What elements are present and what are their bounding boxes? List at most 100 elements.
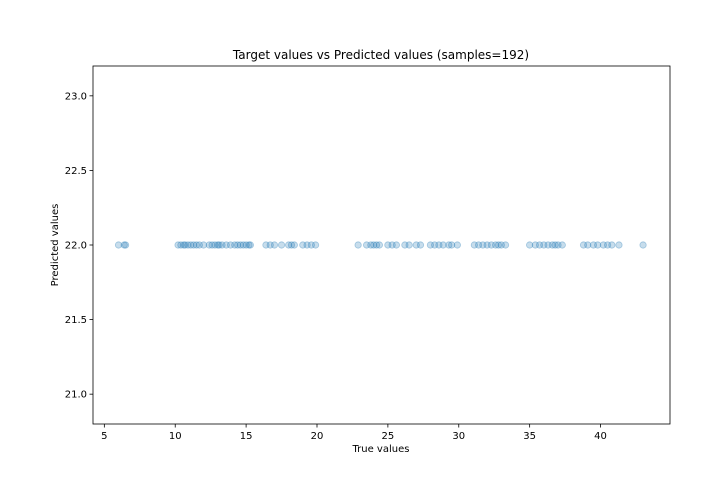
data-point (453, 241, 461, 249)
data-point (192, 241, 201, 249)
data-point (431, 241, 439, 249)
points-layer (114, 241, 647, 249)
plot-frame (92, 65, 671, 425)
data-point (239, 241, 247, 249)
data-point (579, 241, 588, 249)
data-point (122, 241, 130, 249)
x-tick-label: 40 (594, 431, 607, 442)
x-tick-label: 5 (101, 431, 107, 442)
y-tick-label: 22.0 (65, 241, 87, 252)
data-point (540, 241, 548, 249)
data-point (548, 241, 556, 249)
data-point (594, 241, 602, 249)
data-point (190, 241, 198, 249)
data-point (439, 241, 447, 249)
data-point (205, 241, 213, 249)
data-point (211, 241, 219, 249)
x-tick-label: 30 (452, 431, 465, 442)
data-point (599, 241, 607, 249)
data-point (208, 241, 216, 249)
y-axis: 21.0 21.5 22.0 22.5 23.0 (65, 91, 93, 401)
data-point (236, 241, 245, 249)
data-point (184, 241, 192, 249)
data-point (354, 241, 362, 249)
data-point (375, 241, 383, 249)
data-point (199, 241, 208, 249)
data-point (526, 241, 534, 249)
data-point (262, 241, 270, 249)
data-point (287, 241, 296, 249)
data-point (222, 241, 230, 249)
data-point (494, 241, 503, 249)
data-point (448, 241, 456, 249)
data-point (218, 241, 226, 249)
data-point (554, 241, 562, 249)
chart-title: Target values vs Predicted values (sampl… (232, 48, 529, 62)
data-point (245, 241, 253, 249)
data-point (214, 241, 222, 249)
data-point (231, 241, 239, 249)
x-axis: 5 10 15 20 25 30 35 40 (101, 424, 607, 442)
data-point (531, 241, 539, 249)
data-point (266, 241, 274, 249)
data-point (181, 241, 189, 249)
y-tick-label: 23.0 (65, 91, 87, 102)
data-point (372, 241, 381, 249)
x-tick-label: 25 (382, 431, 395, 442)
data-point (487, 241, 495, 249)
data-point (412, 241, 420, 249)
data-point (435, 241, 443, 249)
data-point (307, 241, 315, 249)
data-point (501, 241, 510, 249)
data-point (544, 241, 552, 249)
data-point (384, 241, 392, 249)
y-tick-label: 22.5 (65, 166, 87, 177)
data-point (363, 241, 371, 249)
data-point (114, 241, 123, 249)
data-point (639, 241, 647, 249)
data-point (392, 241, 400, 249)
data-point (299, 241, 307, 249)
x-tick-label: 10 (169, 431, 182, 442)
data-point (475, 241, 483, 249)
data-point (584, 241, 592, 249)
data-point (226, 241, 235, 249)
x-tick-label: 20 (311, 431, 324, 442)
data-point (174, 241, 182, 249)
data-point (479, 241, 487, 249)
data-point (492, 241, 500, 249)
data-point (604, 241, 612, 249)
data-point (270, 241, 279, 249)
x-axis-label: True values (352, 444, 410, 455)
y-axis-label: Predicted values (50, 204, 61, 287)
data-point (246, 241, 254, 249)
data-point (215, 241, 223, 249)
data-point (242, 241, 250, 249)
data-point (120, 241, 128, 249)
data-point (234, 241, 242, 249)
data-point (551, 241, 559, 249)
x-tick-label: 35 (523, 431, 536, 442)
data-point (277, 241, 286, 249)
data-point (303, 241, 311, 249)
data-point (285, 241, 293, 249)
data-point (311, 241, 320, 249)
data-point (177, 241, 185, 249)
data-point (497, 241, 505, 249)
data-point (388, 241, 396, 249)
data-point (405, 241, 413, 249)
data-point (370, 241, 378, 249)
data-point (290, 241, 298, 249)
y-tick-label: 21.5 (65, 315, 87, 326)
data-point (426, 241, 435, 249)
data-point (180, 241, 188, 249)
data-point (558, 241, 566, 249)
data-point (401, 241, 409, 249)
data-point (367, 241, 375, 249)
y-tick-label: 21.0 (65, 390, 87, 401)
data-point (187, 241, 195, 249)
data-point (615, 241, 623, 249)
data-point (608, 241, 616, 249)
data-point (470, 241, 478, 249)
